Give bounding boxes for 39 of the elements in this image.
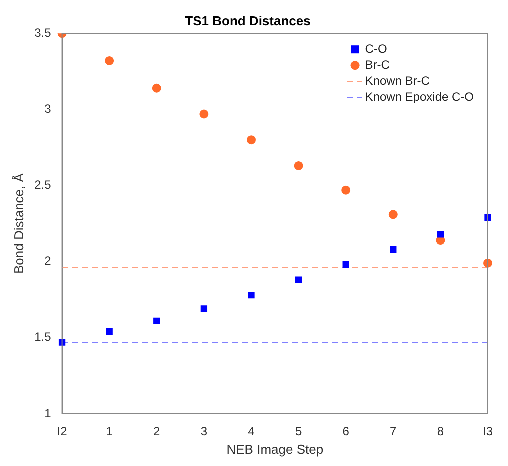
point [484,214,492,222]
y-axis-title: Bond Distance, Å [11,173,26,274]
legend-label: C-O [365,42,388,56]
point [246,136,256,145]
x-tick-label: 7 [390,424,398,439]
point [200,306,208,312]
legend-label: Known Br-C [365,74,430,88]
y-tick-label: 2.5 [34,178,52,192]
point [342,262,350,268]
x-tick-label: 2 [154,424,161,439]
point [154,318,160,325]
point [390,246,397,253]
point [437,231,444,238]
x-tick-label: 6 [342,424,350,439]
x-tick-label: 4 [248,424,256,439]
x-tick-label: 8 [437,424,444,439]
point [342,186,351,195]
x-tick-label: 3 [200,424,208,439]
y-tick-label: 1 [44,406,52,420]
y-tick-label: 2 [44,254,52,268]
point [294,161,304,170]
x-axis-title: NEB Image Step [226,442,324,457]
point [248,292,255,299]
point [152,84,162,93]
point [295,276,302,284]
point [388,210,398,220]
y-tick-label: 3 [44,102,52,116]
chart-title: TS1 Bond Distances [185,13,311,28]
x-tick-label: I3 [482,424,494,439]
x-tick-label: 1 [106,424,114,439]
x-tick-label: I2 [57,424,68,439]
point [106,328,113,336]
y-tick-label: 1.5 [34,330,52,344]
point [105,56,114,66]
point [200,110,209,119]
legend-label: Br-C [365,58,390,72]
x-tick-label: 5 [295,424,302,439]
y-tick-label: 3.5 [34,26,52,40]
legend-label: Known Epoxide C-O [365,90,474,104]
